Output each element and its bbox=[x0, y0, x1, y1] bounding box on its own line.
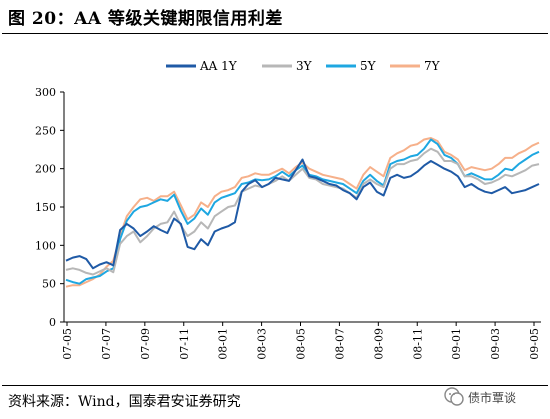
series-line-0 bbox=[65, 158, 540, 270]
legend-label: 7Y bbox=[424, 59, 441, 73]
y-tick-label: 300 bbox=[35, 86, 56, 99]
title-divider bbox=[2, 33, 548, 34]
x-tick-label: 09-01 bbox=[450, 328, 463, 360]
x-tick-label: 07-09 bbox=[139, 328, 152, 360]
legend-label: 3Y bbox=[296, 59, 313, 73]
watermark-text: 债市覃谈 bbox=[468, 391, 517, 405]
footer-divider bbox=[2, 385, 548, 386]
wechat-icon bbox=[444, 387, 464, 406]
x-tick-label: 07-05 bbox=[61, 328, 74, 360]
legend-label: 5Y bbox=[360, 59, 377, 73]
chart-series bbox=[65, 137, 540, 288]
x-tick-label: 08-05 bbox=[295, 328, 308, 360]
y-tick-label: 250 bbox=[35, 124, 56, 137]
chart-legend: AA 1Y 3Y 5Y 7Y bbox=[166, 59, 441, 73]
x-tick-label: 08-11 bbox=[411, 328, 424, 360]
x-tick-label: 09-03 bbox=[489, 328, 502, 360]
y-tick-label: 150 bbox=[35, 201, 56, 214]
series-line-1 bbox=[65, 147, 540, 276]
x-tick-label: 08-01 bbox=[217, 328, 230, 360]
source-note: 资料来源：Wind，国泰君安证券研究 bbox=[8, 394, 241, 410]
y-tick-label: 0 bbox=[49, 316, 56, 329]
x-tick-label: 08-07 bbox=[333, 328, 346, 360]
chart-title: 图 20：AA 等级关键期限信用利差 bbox=[8, 9, 283, 29]
x-tick-label: 08-09 bbox=[372, 328, 385, 360]
y-tick-label: 100 bbox=[35, 239, 56, 252]
legend-label: AA 1Y bbox=[199, 59, 238, 73]
x-tick-label: 09-05 bbox=[528, 328, 541, 360]
x-tick-label: 07-07 bbox=[100, 328, 113, 360]
y-tick-label: 50 bbox=[42, 278, 56, 291]
x-tick-label: 08-03 bbox=[256, 328, 269, 360]
series-line-3 bbox=[65, 137, 540, 288]
chart-axes: 0 50 100 150 200 250 300 07-05 07-07 07-09 07-11 08… bbox=[35, 86, 541, 360]
y-tick-label: 200 bbox=[35, 163, 56, 176]
x-tick-label: 07-11 bbox=[178, 328, 191, 360]
line-chart: AA 1Y 3Y 5Y 7Y 0 50 100 150 200 250 300 07-05 07-07… bbox=[35, 59, 541, 360]
